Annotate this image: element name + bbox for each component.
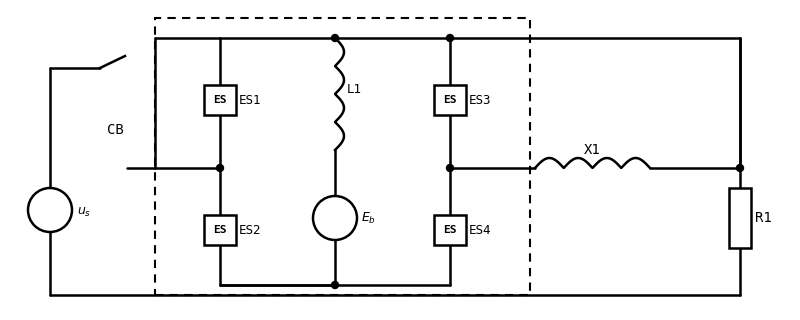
Text: X1: X1 — [584, 143, 601, 157]
Circle shape — [313, 196, 357, 240]
Circle shape — [446, 164, 454, 172]
Bar — [155, 18, 530, 295]
Text: ES: ES — [214, 225, 226, 235]
Text: ES1: ES1 — [239, 93, 262, 107]
Bar — [204, 215, 236, 245]
Text: R1: R1 — [755, 211, 772, 225]
Circle shape — [331, 282, 338, 289]
Bar — [729, 188, 751, 248]
Circle shape — [446, 35, 454, 42]
Text: ES2: ES2 — [239, 223, 262, 236]
Text: ES: ES — [443, 225, 457, 235]
Text: L1: L1 — [347, 83, 362, 95]
Text: ES4: ES4 — [469, 223, 491, 236]
Circle shape — [737, 164, 743, 172]
Text: CB: CB — [106, 123, 123, 137]
Text: ES: ES — [443, 95, 457, 105]
Bar — [204, 85, 236, 115]
Circle shape — [28, 188, 72, 232]
Text: ES3: ES3 — [469, 93, 491, 107]
Circle shape — [331, 35, 338, 42]
Bar — [434, 85, 466, 115]
Text: ES: ES — [214, 95, 226, 105]
Circle shape — [217, 164, 223, 172]
Bar — [434, 215, 466, 245]
Text: $u_s$: $u_s$ — [77, 205, 91, 219]
Text: $E_b$: $E_b$ — [361, 211, 376, 226]
